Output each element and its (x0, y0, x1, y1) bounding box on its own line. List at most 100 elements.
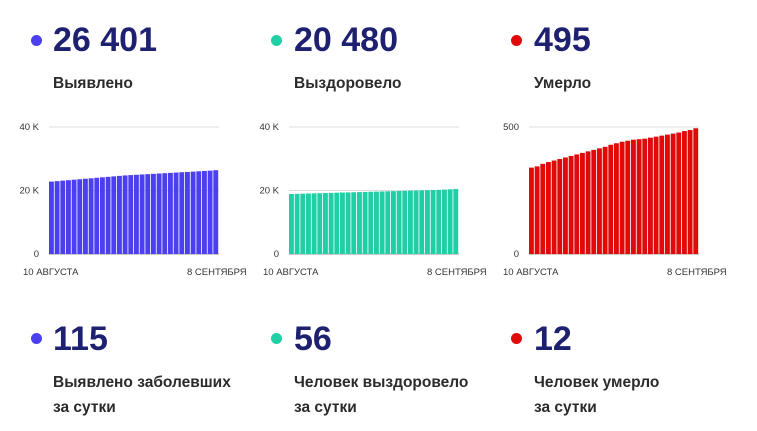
panel-deaths: 495 Умерло 0 500 10 АВГУСТА 8 СЕНТЯБРЯ 12 Ч… (480, 0, 727, 431)
x-tick-label: 10 АВГУСТА (263, 267, 319, 278)
bar (659, 135, 665, 254)
total-value: 20 480 (294, 21, 398, 59)
x-tick-label: 8 СЕНТЯБРЯ (187, 267, 247, 278)
y-tick-label: 20 K (19, 186, 39, 197)
bar (196, 171, 202, 254)
bar (362, 191, 368, 254)
legend-dot (271, 35, 282, 46)
legend-dot (511, 35, 522, 46)
bar (179, 172, 185, 254)
bar (529, 167, 534, 254)
bar (323, 193, 328, 254)
bar (602, 146, 608, 254)
bar (419, 190, 425, 254)
bar (563, 157, 568, 254)
x-tick-label: 8 СЕНТЯБРЯ (667, 267, 727, 278)
bar (614, 143, 619, 254)
bar (54, 181, 60, 254)
bar (173, 172, 179, 254)
daily-label-line1: Человек выздоровело (294, 374, 469, 391)
bar (580, 152, 585, 254)
bar (328, 192, 334, 254)
bar (574, 154, 580, 254)
bar (151, 173, 156, 254)
bar (156, 173, 162, 254)
bar (357, 192, 362, 254)
bar (105, 176, 111, 254)
bar (311, 193, 317, 254)
bar (408, 190, 413, 254)
bar (568, 155, 574, 254)
bar (682, 131, 687, 254)
bar (396, 190, 402, 254)
bar (619, 141, 625, 254)
legend-dot (511, 333, 522, 344)
bar-chart: 0 20 K 40 K 10 АВГУСТА 8 СЕНТЯБРЯ (19, 122, 246, 278)
y-tick-label: 40 K (19, 122, 39, 133)
daily-value: 12 (534, 320, 572, 358)
bar (185, 171, 190, 254)
bar (425, 190, 430, 254)
y-tick-label: 0 (274, 249, 279, 260)
total-label: Выздоровело (294, 75, 402, 92)
daily-label-line1: Человек умерло (534, 374, 660, 391)
bar (71, 179, 77, 254)
bar (534, 166, 540, 254)
bar (60, 180, 66, 254)
bar (436, 189, 442, 254)
bar (648, 137, 653, 254)
total-label: Выявлено (53, 75, 133, 92)
bar (306, 193, 311, 254)
bar (100, 177, 105, 254)
bar (117, 175, 122, 254)
legend-dot (271, 333, 282, 344)
bar (665, 134, 670, 254)
bar (585, 151, 591, 254)
daily-label-line2: за сутки (294, 399, 357, 416)
daily-label-line1: Выявлено заболевших (53, 374, 231, 391)
bar (66, 180, 71, 254)
bar (551, 160, 557, 254)
bar (379, 191, 385, 254)
bar (591, 149, 597, 254)
bar (540, 163, 546, 254)
bar (368, 191, 374, 254)
bar (447, 189, 453, 254)
bar (402, 190, 408, 254)
bar (693, 128, 699, 254)
bar (625, 140, 631, 254)
bar (202, 170, 207, 254)
bar (351, 192, 357, 254)
bar (134, 174, 139, 254)
bar (413, 190, 419, 254)
bar (340, 192, 345, 254)
x-tick-label: 8 СЕНТЯБРЯ (427, 267, 487, 278)
total-label: Умерло (534, 75, 592, 92)
bar (391, 191, 396, 254)
bar (122, 175, 128, 254)
daily-label-line2: за сутки (534, 399, 597, 416)
bar (213, 170, 219, 254)
bar (190, 171, 196, 254)
x-tick-label: 10 АВГУСТА (503, 267, 559, 278)
bar (430, 190, 436, 254)
bar-chart: 0 500 10 АВГУСТА 8 СЕНТЯБРЯ (503, 122, 727, 278)
bar (168, 172, 173, 254)
bar (546, 162, 551, 254)
bar (128, 175, 134, 254)
bar (642, 138, 648, 254)
bar (334, 192, 340, 254)
daily-value: 115 (53, 320, 108, 358)
y-tick-label: 0 (514, 249, 519, 260)
y-tick-label: 40 K (259, 122, 279, 133)
bar (687, 130, 693, 254)
bar (111, 176, 117, 254)
bar (374, 191, 379, 254)
total-value: 26 401 (53, 21, 157, 59)
bar (597, 148, 602, 254)
y-tick-label: 0 (34, 249, 39, 260)
bar (653, 136, 659, 254)
bar (631, 139, 636, 254)
y-tick-label: 500 (503, 122, 519, 133)
bar (289, 193, 294, 254)
